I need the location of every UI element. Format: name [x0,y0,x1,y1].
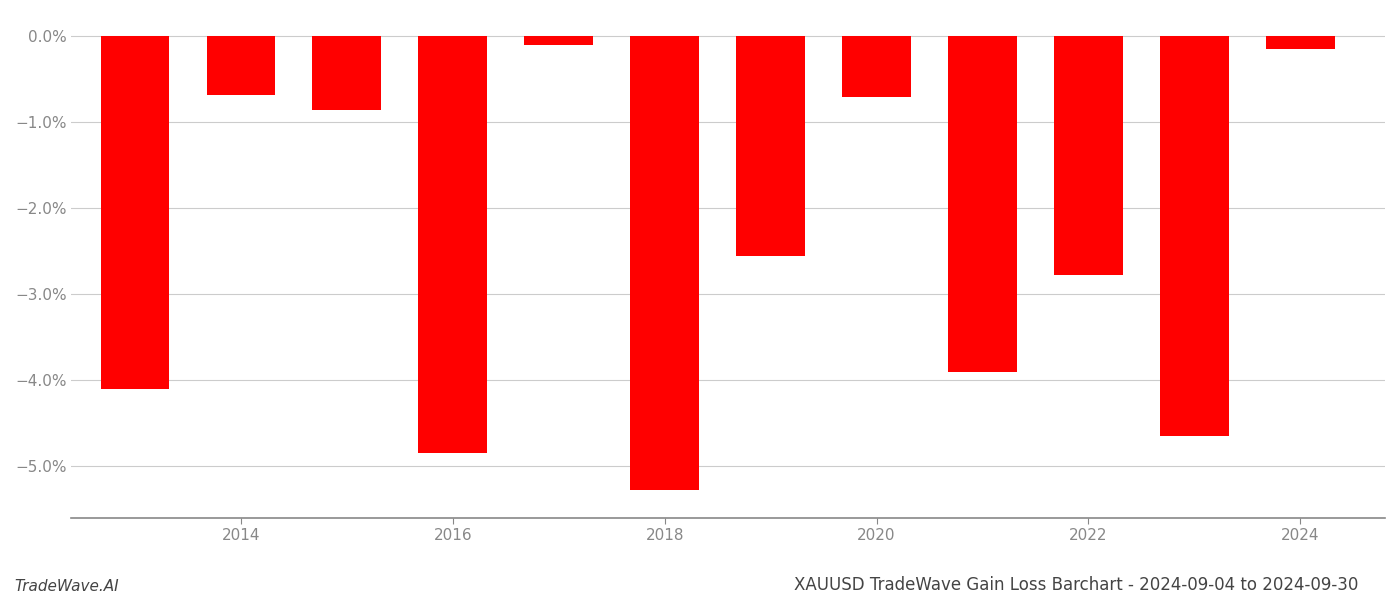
Text: TradeWave.AI: TradeWave.AI [14,579,119,594]
Bar [207,37,276,95]
Bar [843,37,911,97]
Bar [525,37,594,45]
Bar [630,37,699,490]
Bar [948,37,1016,371]
Bar [1054,37,1123,275]
Bar [736,37,805,256]
Bar [1266,37,1334,49]
Bar [419,37,487,453]
Bar [1161,37,1229,436]
Bar [312,37,381,110]
Text: XAUUSD TradeWave Gain Loss Barchart - 2024-09-04 to 2024-09-30: XAUUSD TradeWave Gain Loss Barchart - 20… [794,576,1358,594]
Bar [101,37,169,389]
